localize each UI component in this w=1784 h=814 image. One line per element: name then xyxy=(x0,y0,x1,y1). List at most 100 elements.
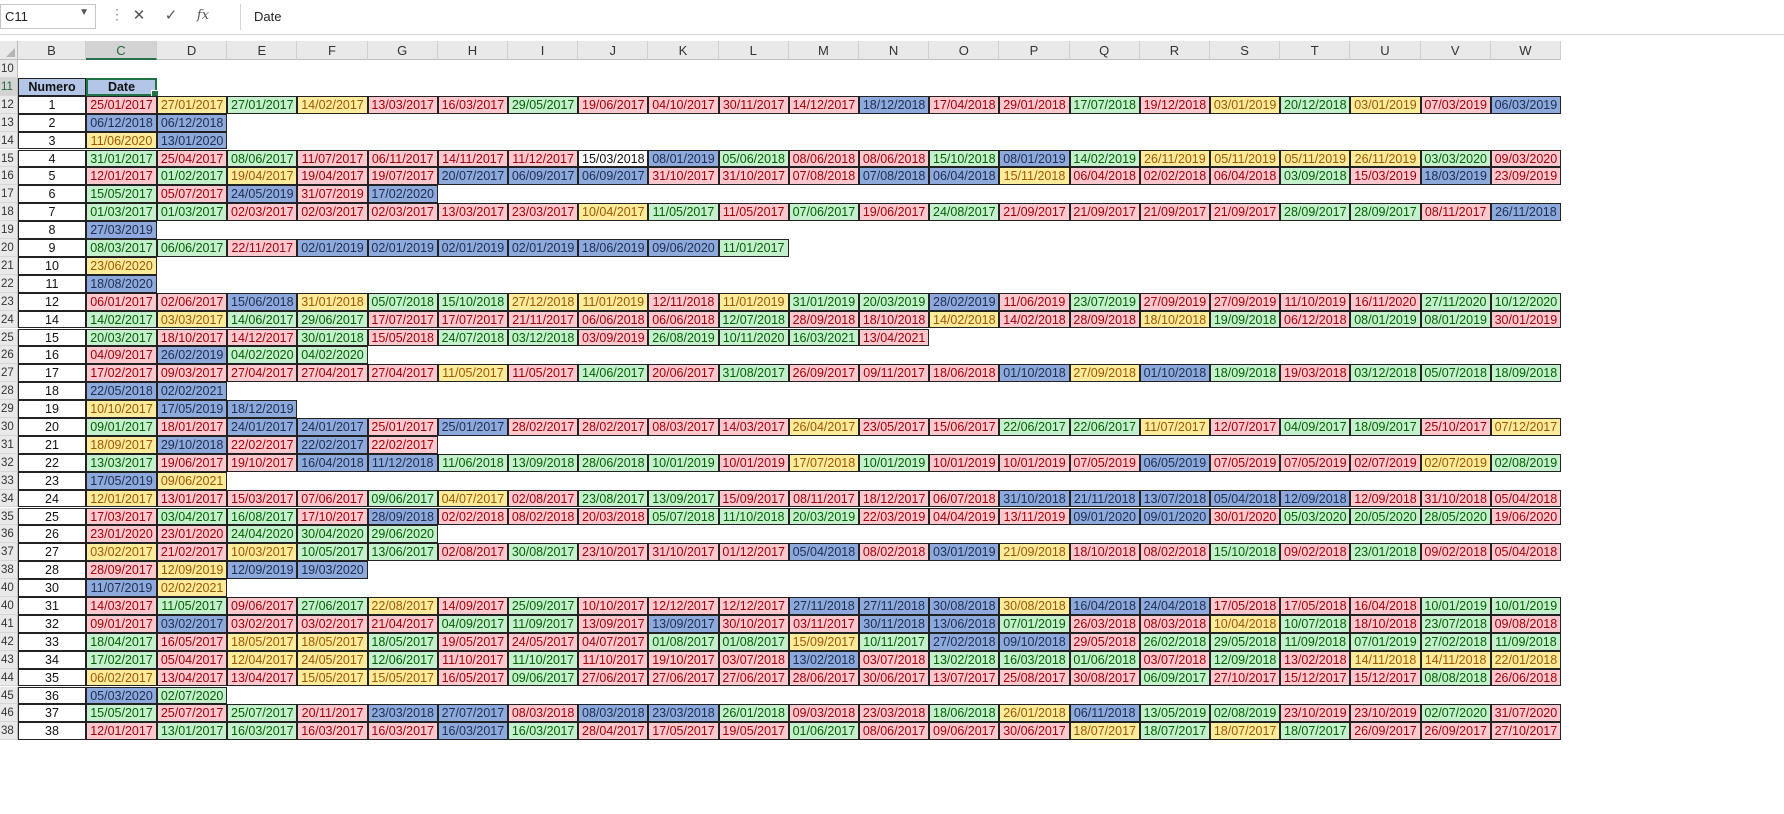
date-cell[interactable]: 11/05/2017 xyxy=(718,203,789,222)
date-cell[interactable]: 20/07/2017 xyxy=(437,167,508,186)
column-header-i[interactable]: I xyxy=(508,41,579,60)
date-cell[interactable]: 12/12/2017 xyxy=(648,597,719,615)
date-cell[interactable]: 12/09/2018 xyxy=(1280,489,1351,508)
column-header-w[interactable]: W xyxy=(1490,41,1561,60)
date-cell[interactable]: 04/02/2020 xyxy=(297,346,368,365)
date-cell[interactable]: 23/10/2017 xyxy=(578,543,649,562)
date-cell[interactable]: 11/07/2017 xyxy=(1139,418,1210,436)
row-header-34[interactable]: 34 xyxy=(0,489,18,508)
date-cell[interactable]: 12/06/2017 xyxy=(367,650,438,669)
date-cell[interactable]: 08/03/2017 xyxy=(648,418,719,436)
date-cell[interactable]: 11/09/2017 xyxy=(508,614,579,633)
date-cell[interactable]: 19/06/2020 xyxy=(1490,507,1561,526)
date-cell[interactable]: 12/09/2019 xyxy=(227,561,298,580)
date-cell[interactable]: 26/02/2019 xyxy=(157,346,228,365)
date-cell[interactable]: 18/09/2017 xyxy=(1350,418,1421,436)
date-cell[interactable]: 15/11/2018 xyxy=(999,167,1070,186)
date-cell[interactable]: 14/02/2017 xyxy=(86,310,157,329)
date-cell[interactable]: 18/06/2018 xyxy=(929,364,1000,383)
date-cell[interactable]: 09/03/2020 xyxy=(1490,149,1561,168)
date-cell[interactable]: 05/11/2019 xyxy=(1210,149,1281,168)
date-cell[interactable]: 28/05/2020 xyxy=(1420,507,1491,526)
date-cell[interactable]: 09/06/2021 xyxy=(157,471,228,490)
date-cell[interactable]: 02/08/2019 xyxy=(1490,453,1561,472)
date-cell[interactable]: 13/03/2017 xyxy=(367,95,438,114)
date-cell[interactable]: 25/04/2017 xyxy=(157,149,228,168)
date-cell[interactable]: 28/02/2017 xyxy=(578,418,649,436)
date-cell[interactable]: 12/07/2018 xyxy=(718,310,789,329)
date-cell[interactable]: 03/02/2017 xyxy=(297,614,368,633)
date-cell[interactable]: 30/11/2017 xyxy=(718,95,789,114)
date-cell[interactable]: 10/04/2017 xyxy=(578,203,649,222)
date-cell[interactable]: 04/02/2020 xyxy=(227,346,298,365)
column-header-f[interactable]: F xyxy=(297,41,368,60)
date-cell[interactable]: 31/10/2017 xyxy=(718,167,789,186)
date-cell[interactable]: 05/04/2018 xyxy=(1490,543,1561,562)
column-header-h[interactable]: H xyxy=(437,41,508,60)
date-cell[interactable]: 15/12/2017 xyxy=(1280,668,1351,687)
numero-cell[interactable]: 28 xyxy=(18,561,86,580)
date-cell[interactable]: 26/01/2018 xyxy=(999,704,1070,723)
date-cell[interactable]: 31/08/2017 xyxy=(718,364,789,383)
date-cell[interactable]: 28/09/2017 xyxy=(86,561,157,580)
date-cell[interactable]: 15/06/2017 xyxy=(929,418,1000,436)
numero-cell[interactable]: 26 xyxy=(18,525,86,544)
date-cell[interactable]: 13/01/2017 xyxy=(157,722,228,741)
date-cell[interactable]: 14/02/2017 xyxy=(297,95,368,114)
date-cell[interactable]: 09/01/2020 xyxy=(1069,507,1140,526)
date-cell[interactable]: 06/02/2017 xyxy=(86,668,157,687)
date-cell[interactable]: 03/02/2017 xyxy=(227,614,298,633)
date-cell[interactable]: 27/09/2019 xyxy=(1210,292,1281,311)
column-header-p[interactable]: P xyxy=(999,41,1070,60)
date-cell[interactable]: 22/03/2019 xyxy=(859,507,930,526)
date-cell[interactable]: 08/03/2017 xyxy=(86,239,157,257)
date-cell[interactable]: 11/07/2017 xyxy=(297,149,368,168)
date-cell[interactable]: 02/02/2018 xyxy=(1139,167,1210,186)
date-cell[interactable]: 17/03/2017 xyxy=(86,507,157,526)
date-cell[interactable]: 05/07/2018 xyxy=(367,292,438,311)
date-cell[interactable]: 12/11/2018 xyxy=(648,292,719,311)
date-cell[interactable]: 19/03/2018 xyxy=(1280,364,1351,383)
date-cell[interactable]: 07/08/2018 xyxy=(788,167,859,186)
date-cell[interactable]: 26/11/2019 xyxy=(1350,149,1421,168)
date-cell[interactable]: 21/04/2017 xyxy=(367,614,438,633)
date-cell[interactable]: 15/05/2017 xyxy=(86,704,157,723)
date-cell[interactable]: 19/05/2017 xyxy=(718,722,789,741)
date-cell[interactable]: 13/01/2017 xyxy=(157,489,228,508)
row-header-45[interactable]: 45 xyxy=(0,686,18,705)
date-cell[interactable]: 22/05/2018 xyxy=(86,382,157,401)
date-cell[interactable]: 04/10/2017 xyxy=(648,95,719,114)
date-cell[interactable]: 08/02/2018 xyxy=(859,543,930,562)
date-cell[interactable]: 31/10/2018 xyxy=(1420,489,1491,508)
row-header-32[interactable]: 32 xyxy=(0,453,18,472)
date-cell[interactable]: 23/09/2019 xyxy=(1490,167,1561,186)
numero-cell[interactable]: 36 xyxy=(18,686,86,705)
date-cell[interactable]: 08/03/2018 xyxy=(508,704,579,723)
date-cell[interactable]: 23/10/2019 xyxy=(1280,704,1351,723)
date-cell[interactable]: 02/07/2019 xyxy=(1420,453,1491,472)
date-cell[interactable]: 18/10/2018 xyxy=(1139,310,1210,329)
numero-cell[interactable]: 37 xyxy=(18,704,86,723)
row-header-38[interactable]: 38 xyxy=(0,561,18,580)
date-cell[interactable]: 14/02/2019 xyxy=(1069,149,1140,168)
date-cell[interactable]: 03/04/2017 xyxy=(157,507,228,526)
date-cell[interactable]: 18/12/2019 xyxy=(227,400,298,418)
date-cell[interactable]: 02/08/2017 xyxy=(508,489,579,508)
date-cell[interactable]: 15/12/2017 xyxy=(1350,668,1421,687)
numero-cell[interactable]: 8 xyxy=(18,221,86,239)
date-cell[interactable]: 11/06/2018 xyxy=(437,453,508,472)
name-box[interactable]: C11 ▼ xyxy=(0,4,96,29)
date-cell[interactable]: 11/09/2018 xyxy=(1280,632,1351,651)
select-all-button[interactable] xyxy=(0,41,18,60)
date-cell[interactable]: 22/11/2017 xyxy=(227,239,298,257)
date-cell[interactable]: 04/09/2017 xyxy=(1280,418,1351,436)
column-header-j[interactable]: J xyxy=(578,41,649,60)
date-cell[interactable]: 09/08/2018 xyxy=(1490,614,1561,633)
date-cell[interactable]: 24/07/2018 xyxy=(437,328,508,347)
column-header-b[interactable]: B xyxy=(18,41,86,60)
date-cell[interactable]: 04/07/2017 xyxy=(578,632,649,651)
date-cell[interactable]: 09/11/2017 xyxy=(859,364,930,383)
date-cell[interactable]: 17/04/2018 xyxy=(929,95,1000,114)
date-cell[interactable]: 22/02/2017 xyxy=(227,435,298,454)
date-cell[interactable]: 15/10/2018 xyxy=(929,149,1000,168)
